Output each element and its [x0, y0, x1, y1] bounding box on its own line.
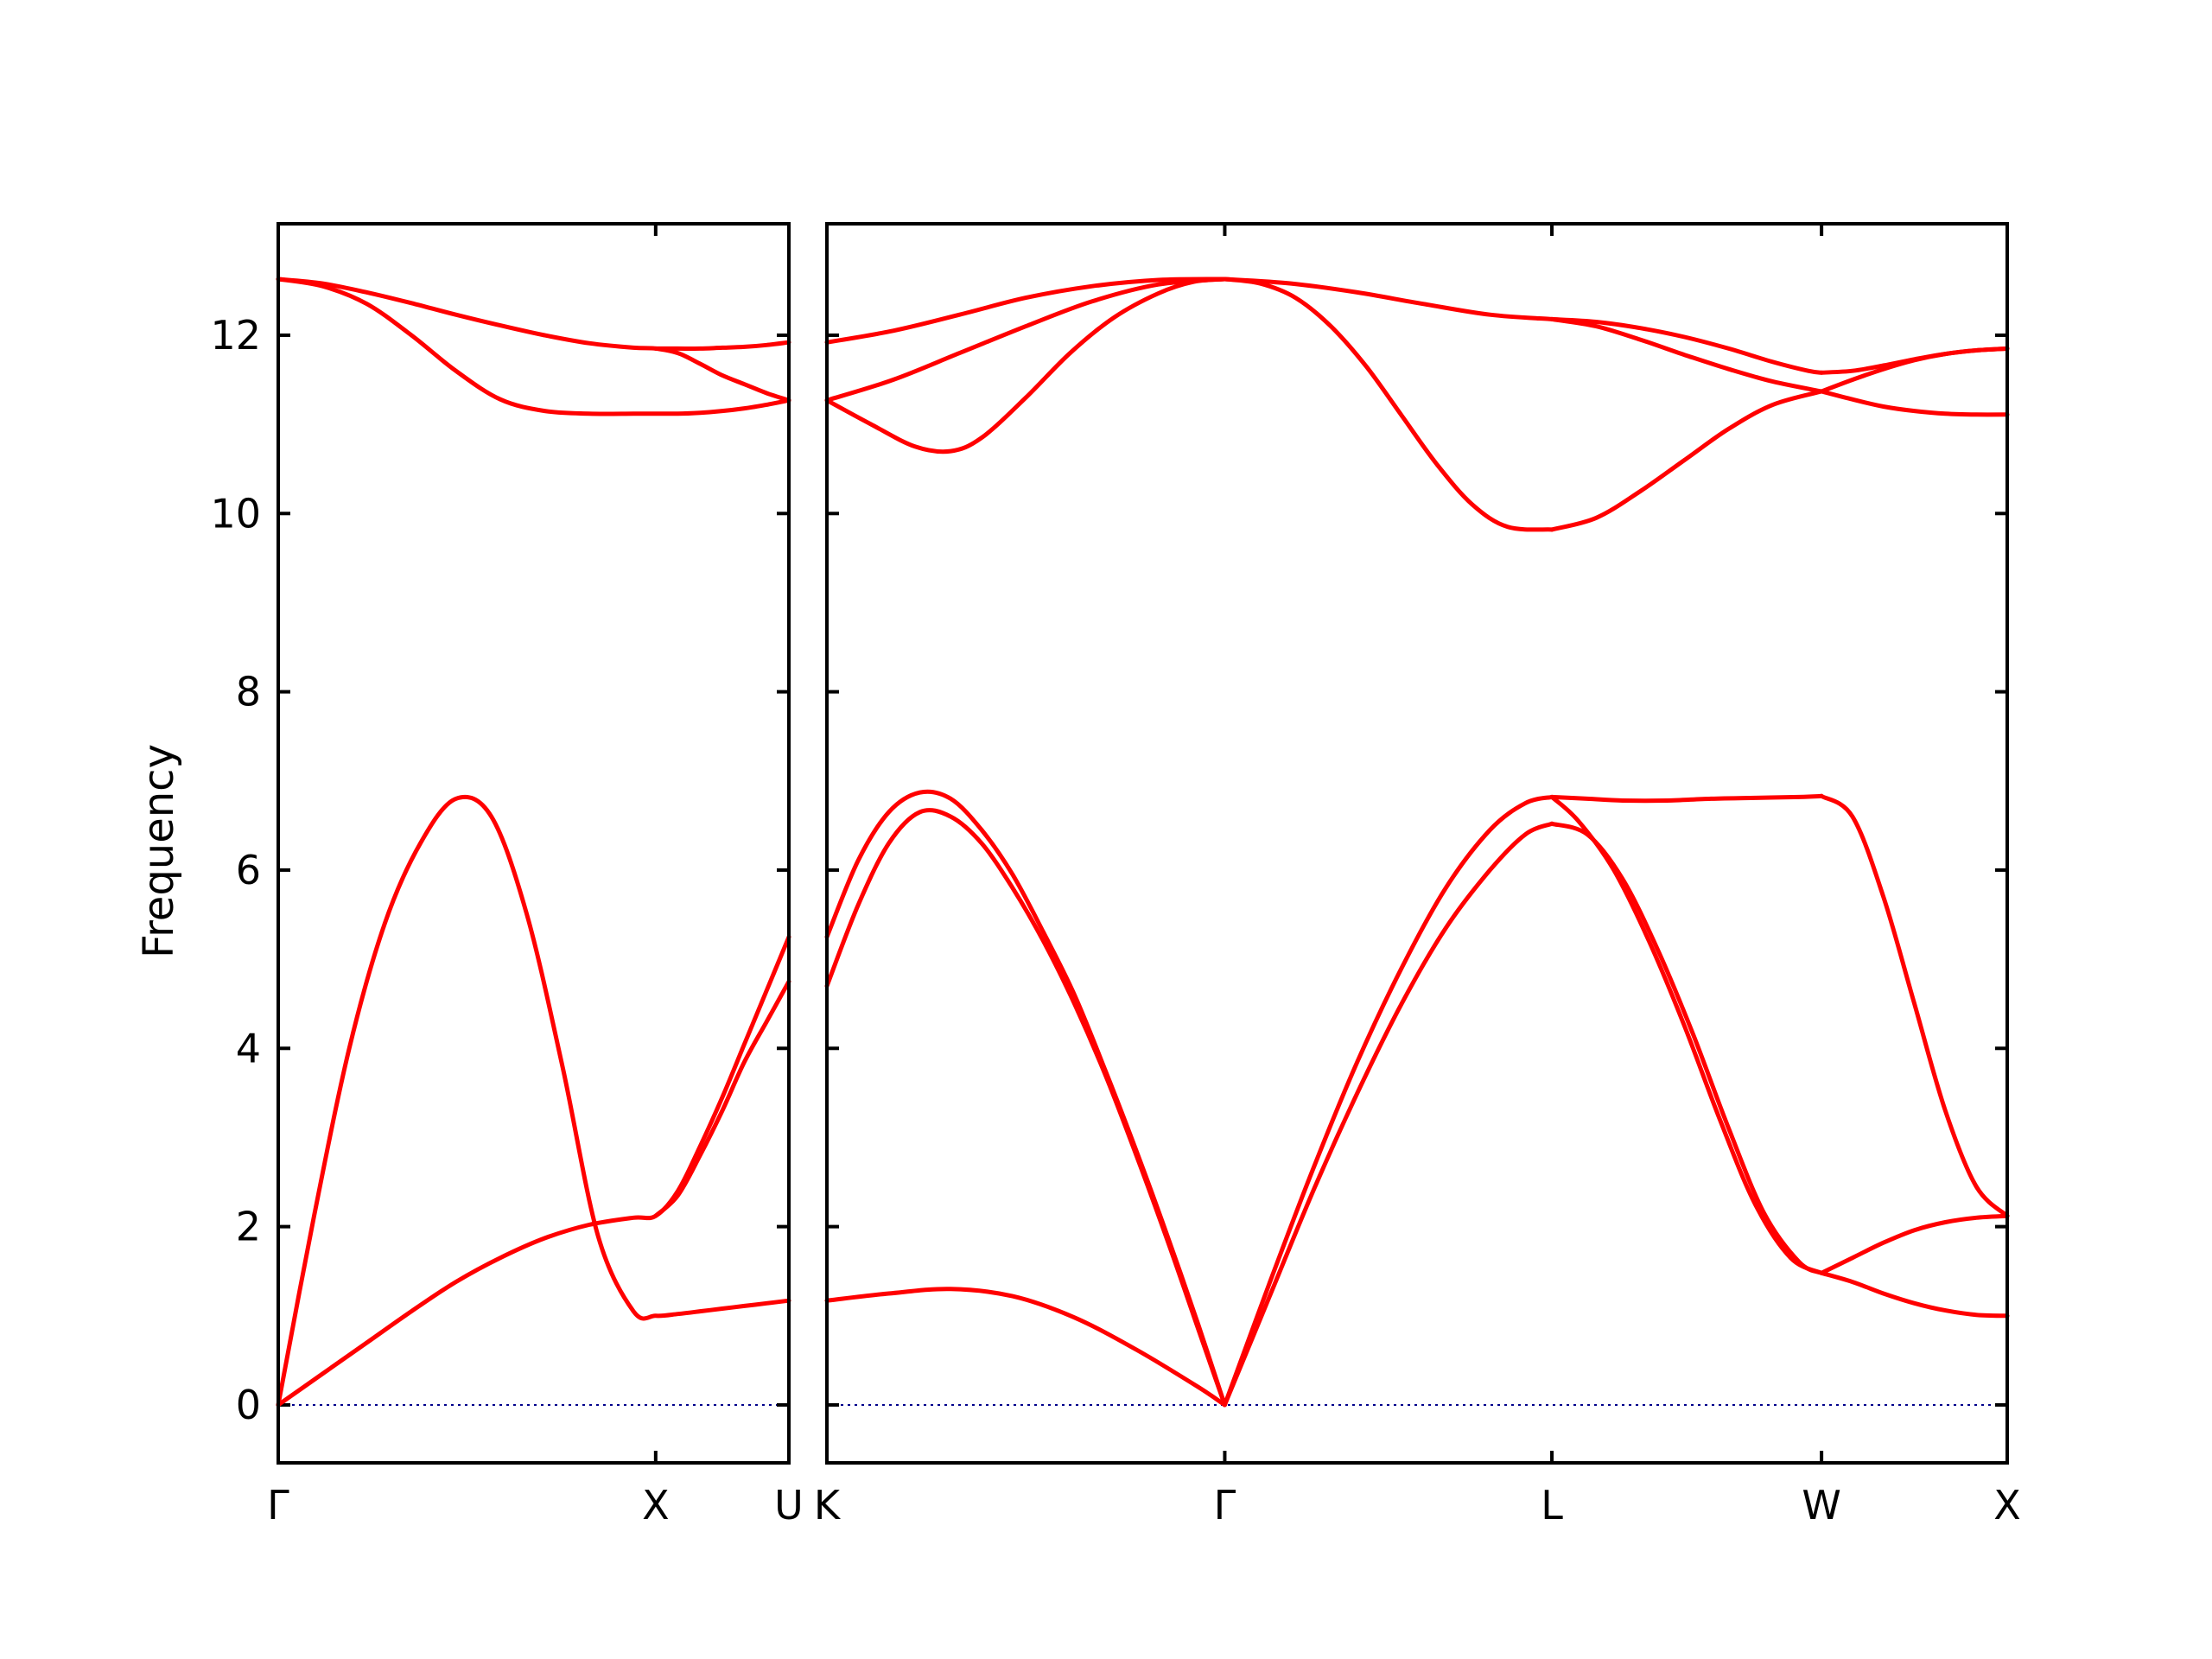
band-line-0: [276, 794, 791, 1408]
band-line-19: [1819, 389, 2010, 417]
band-line-18: [1549, 316, 1824, 375]
band-line-4: [276, 276, 791, 403]
band-line-6: [1549, 794, 1824, 1275]
k-point-label: U: [774, 1482, 804, 1529]
band-line-4: [1222, 794, 1554, 1408]
band-line-3: [276, 276, 791, 416]
band-line-5: [653, 340, 791, 351]
band-line-11: [824, 276, 1227, 454]
plot-frame: [276, 222, 791, 1465]
y-tick-label-4: 8: [236, 669, 261, 715]
band-line-21: [1819, 346, 2010, 375]
band-line-7: [1549, 793, 1824, 804]
band-line-14: [1222, 276, 1554, 532]
k-point-label: Γ: [1214, 1482, 1236, 1529]
y-tick-labels: 0 2 4 6 8 10 12: [210, 312, 261, 1428]
band-line-5: [1549, 821, 1824, 1275]
k-point-label: W: [1802, 1482, 1840, 1529]
y-tick-label-0: 0: [236, 1382, 261, 1428]
y-axis-title: Frequency: [135, 744, 183, 958]
band-line-16: [1549, 389, 1824, 532]
plot-frame: [825, 222, 2009, 1465]
k-point-label: Γ: [267, 1482, 289, 1529]
y-axis-title-group: Frequency: [135, 744, 183, 958]
band-line-17: [1549, 316, 1824, 394]
y-tick-label-3: 6: [236, 847, 261, 893]
band-line-10: [1819, 1213, 2010, 1275]
y-tick-label-6: 12: [210, 312, 261, 359]
y-tick-label-2: 4: [236, 1025, 261, 1071]
band-line-1: [276, 934, 791, 1408]
y-tick-label-1: 2: [236, 1204, 261, 1250]
band-line-9: [1819, 1270, 2010, 1319]
k-point-label: X: [642, 1482, 670, 1529]
band-line-15: [1222, 276, 1554, 321]
y-tick-label-5: 10: [210, 490, 261, 537]
band-line-3: [1222, 821, 1554, 1408]
k-point-label: X: [1993, 1482, 2021, 1529]
band-line-8: [1819, 793, 2010, 1218]
band-line-1: [824, 789, 1227, 1408]
band-line-2: [824, 1287, 1227, 1408]
band-line-12: [824, 276, 1227, 403]
band-line-13: [824, 276, 1227, 345]
band-line-2: [653, 979, 791, 1218]
k-point-label: L: [1541, 1482, 1563, 1529]
k-point-label: K: [814, 1482, 842, 1529]
